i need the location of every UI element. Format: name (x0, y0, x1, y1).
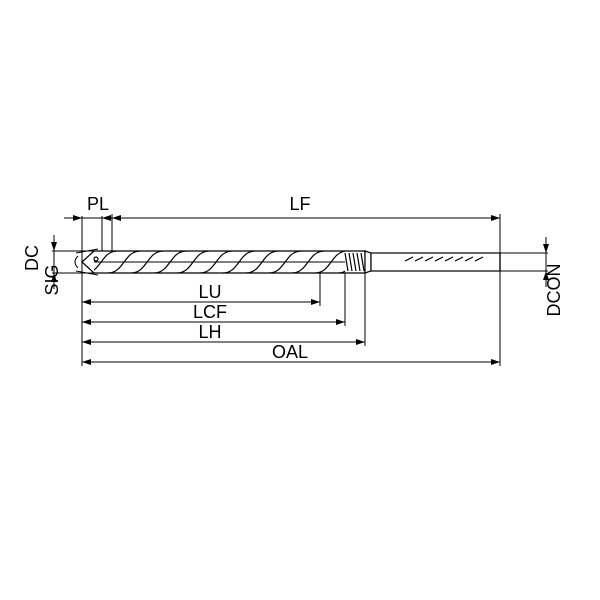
label-dcon: DCON (544, 264, 564, 317)
drill-dimension-diagram: PL LF LU LCF LH OAL DC SIG DCON (0, 0, 600, 600)
label-lh: LH (198, 322, 221, 342)
label-lf: LF (289, 194, 310, 214)
label-pl: PL (87, 194, 109, 214)
label-oal: OAL (272, 342, 308, 362)
label-sig: SIG (42, 264, 62, 295)
label-lu: LU (198, 282, 221, 302)
label-dc: DC (22, 245, 42, 271)
drill-bit (62, 251, 500, 273)
label-lcf: LCF (193, 302, 227, 322)
